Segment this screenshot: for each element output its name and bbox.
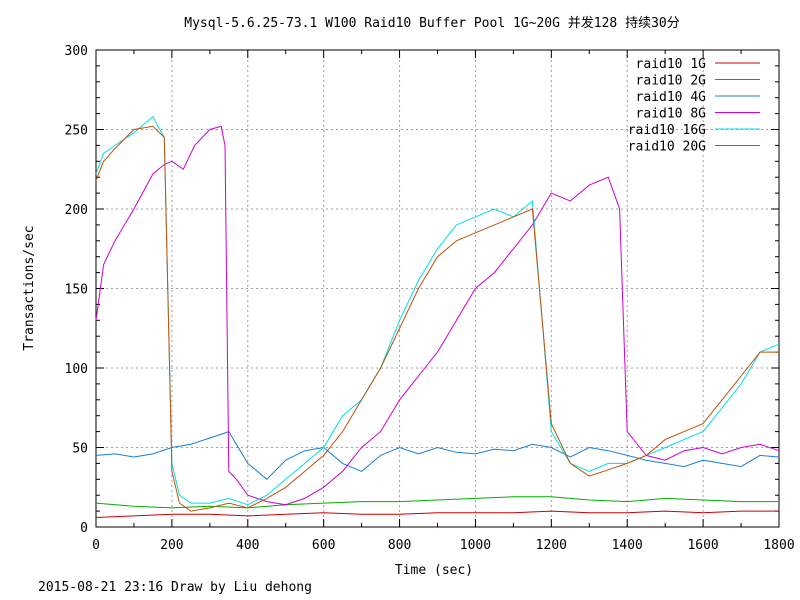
chart-title: Mysql-5.6.25-73.1 W100 Raid10 Buffer Poo… (184, 15, 679, 31)
axis-ticks: 0 200 400 600 800 1000 1200 1400 1600 1800 0 50 100 1… (65, 44, 795, 553)
x-axis-label: Time (sec) (395, 563, 473, 578)
series-line (95, 116, 780, 506)
x-tick-label: 800 (388, 538, 411, 553)
legend-label: raid10 2G (636, 74, 707, 89)
y-tick-label: 50 (72, 442, 88, 457)
series-line (95, 125, 779, 512)
series-line (95, 510, 779, 518)
series-line (95, 430, 780, 480)
series-line (95, 496, 779, 509)
y-tick-label: 200 (65, 203, 88, 218)
legend-label: raid10 1G (636, 57, 707, 72)
x-tick-label: 400 (236, 538, 259, 553)
legend-label: raid10 16G (628, 123, 706, 138)
y-tick-label: 0 (80, 521, 88, 536)
x-tick-label: 1800 (763, 538, 794, 553)
x-tick-label: 600 (312, 538, 335, 553)
legend-label: raid10 8G (636, 107, 707, 122)
y-tick-label: 300 (65, 44, 88, 59)
x-tick-label: 1200 (536, 538, 567, 553)
series-group (95, 116, 780, 518)
y-tick-label: 100 (65, 362, 88, 377)
y-axis-label: Transactions/sec (22, 225, 37, 350)
x-tick-label: 1400 (612, 538, 643, 553)
y-tick-label: 150 (65, 283, 88, 298)
x-tick-label: 0 (92, 538, 100, 553)
x-tick-label: 1000 (460, 538, 491, 553)
footer-caption: 2015-08-21 23:16 Draw by Liu dehong (38, 580, 312, 595)
x-tick-label: 200 (160, 538, 183, 553)
legend-label: raid10 4G (636, 90, 707, 105)
y-tick-label: 250 (65, 124, 88, 139)
grid (96, 50, 779, 527)
legend-label: raid10 20G (628, 140, 706, 155)
x-tick-label: 1600 (687, 538, 718, 553)
series-line (95, 125, 780, 506)
